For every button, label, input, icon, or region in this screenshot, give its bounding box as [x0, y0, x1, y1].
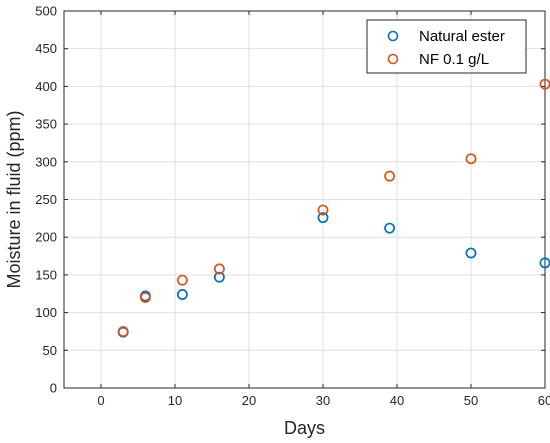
- data-point-nf-0-1: [176, 274, 188, 286]
- y-tick-label: 400: [35, 79, 57, 94]
- y-tick-label: 50: [43, 343, 57, 358]
- legend-label-nf-0-1: NF 0.1 g/L: [419, 51, 489, 68]
- legend-marker-nf-0-1: [387, 53, 399, 65]
- data-point-natural-ester: [465, 247, 477, 259]
- x-tick-label: 0: [97, 393, 104, 408]
- y-tick-label: 350: [35, 117, 57, 132]
- x-tick-label: 50: [464, 393, 478, 408]
- y-axis-title: Moisture in fluid (ppm): [4, 110, 24, 288]
- data-point-natural-ester: [384, 222, 396, 234]
- y-tick-label: 500: [35, 4, 57, 19]
- data-point-natural-ester: [176, 289, 188, 300]
- data-point-nf-0-1: [213, 263, 225, 275]
- y-tick-label: 100: [35, 305, 57, 320]
- x-tick-label: 40: [390, 393, 404, 408]
- data-point-nf-0-1: [117, 326, 129, 337]
- axis-ticks: 0 10 20 30 40 50 60 0 50 100 150 200 250 300 350 400 450…: [35, 4, 550, 409]
- data-point-nf-0-1: [317, 204, 329, 216]
- y-tick-label: 0: [50, 381, 57, 396]
- y-tick-label: 250: [35, 192, 57, 207]
- legend: Natural ester NF 0.1 g/L: [366, 19, 527, 74]
- data-point-natural-ester: [213, 271, 225, 283]
- y-tick-label: 450: [35, 41, 57, 56]
- x-tick-label: 10: [168, 393, 182, 408]
- data-point-nf-0-1: [384, 170, 396, 182]
- legend-label-natural-ester: Natural ester: [419, 28, 505, 45]
- data-point-natural-ester: [317, 212, 329, 224]
- y-tick-label: 150: [35, 267, 57, 282]
- x-axis-title: Days: [284, 418, 325, 438]
- data-point-nf-0-1: [465, 153, 477, 165]
- y-tick-label: 200: [35, 230, 57, 245]
- x-tick-label: 20: [242, 393, 256, 408]
- x-tick-label: 60: [538, 393, 550, 408]
- x-tick-label: 30: [316, 393, 330, 408]
- data-points: [117, 78, 550, 338]
- y-tick-label: 300: [35, 154, 57, 169]
- data-point-nf-0-1: [139, 292, 151, 303]
- legend-marker-natural-ester: [387, 30, 399, 42]
